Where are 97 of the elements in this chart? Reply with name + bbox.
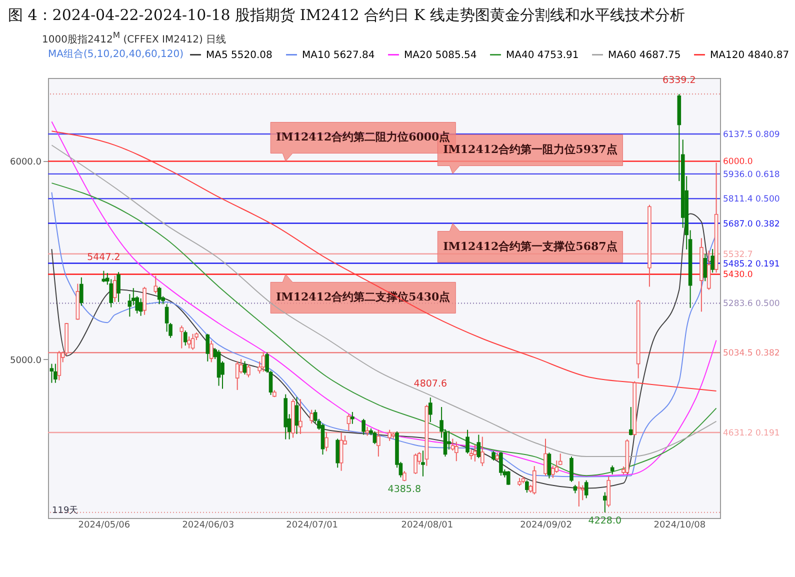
line-series	[51, 130, 717, 392]
candlestick	[362, 418, 366, 436]
x-tick-label: 2024/09/02	[520, 520, 572, 531]
candlestick	[480, 436, 484, 467]
ref-line-label: 5687.0 0.382	[723, 220, 780, 230]
ref-line-label: 5430.0	[723, 270, 753, 281]
candlestick	[206, 334, 210, 362]
candlestick	[447, 430, 451, 450]
candlestick	[628, 406, 633, 436]
candlestick	[239, 358, 243, 374]
candlestick	[376, 430, 380, 458]
ref-line-label: 6000.0	[723, 158, 753, 168]
legend-label: MA20 5085.54	[404, 50, 477, 62]
annotation: 5447.2	[87, 252, 120, 264]
ref-line-label: 5485.2 0.191	[723, 260, 780, 270]
candlestick	[350, 412, 354, 425]
annotation: IM12412合约第二阻力位6000点	[276, 131, 450, 144]
candlestick	[180, 325, 184, 350]
candlestick	[706, 250, 711, 291]
chart-subtitle: 1000股指2412$^{M}$ (CFFEX IM2412) 日线	[41, 29, 228, 46]
candlestick	[339, 432, 344, 472]
candlestick	[584, 480, 588, 500]
candlestick	[492, 451, 496, 462]
candlestick	[235, 361, 240, 391]
legend-label: MA60 4687.75	[608, 50, 681, 62]
ref-line-label: 5532.7	[723, 250, 753, 260]
candlestick	[506, 470, 510, 486]
legend-label: MA120 4840.87	[710, 50, 790, 62]
annotation: IM12412合约第一阻力位5937点	[443, 144, 618, 157]
legend-label: MA40 4753.91	[506, 50, 579, 62]
candlestick	[454, 442, 458, 462]
annotation: 6339.2	[662, 75, 696, 86]
candlestick	[320, 423, 325, 456]
annotation: 4228.0	[588, 516, 622, 527]
candlestick	[603, 492, 607, 514]
candlestick	[466, 430, 470, 454]
candlestick	[142, 286, 146, 316]
candlestick	[310, 410, 314, 424]
candlestick	[554, 460, 559, 474]
annotation: 4385.8	[388, 484, 422, 496]
candlestick	[499, 452, 503, 476]
candlestick	[294, 396, 299, 435]
candlestick	[298, 398, 302, 435]
ref-line-label: 6137.5 0.809	[723, 130, 780, 140]
candlestick	[187, 336, 191, 350]
candlestick	[703, 254, 708, 282]
legend-title: MA组合(5,10,20,40,60,120)	[48, 48, 184, 60]
ref-line-label: 4631.2 0.191	[723, 428, 780, 439]
legend-label: MA10 5627.84	[302, 50, 375, 62]
ref-line-label: 5283.6 0.500	[723, 300, 780, 310]
candlestick	[402, 470, 406, 482]
x-tick-label: 2024/08/01	[401, 520, 454, 531]
x-tick-label: 2024/05/06	[78, 520, 130, 531]
y-tick-label: 5000.0	[10, 356, 42, 366]
candlestick	[570, 456, 574, 483]
candlestick	[577, 481, 581, 508]
chart-title: 图 4：2024-04-22-2024-10-18 股指期货 IM2412 合约日 K 线走势图黄金分割线和水平线技术分析	[7, 5, 686, 26]
annotation: 4807.6	[414, 378, 448, 390]
candlestick	[710, 248, 714, 274]
candlestick	[525, 480, 529, 494]
candlestick	[324, 432, 328, 452]
candlestick	[57, 350, 62, 382]
candlestick	[421, 450, 425, 478]
x-tick-label: 2024/06/03	[182, 520, 234, 531]
candlestick	[54, 364, 58, 384]
candlestick	[116, 272, 120, 303]
candlestick	[190, 334, 195, 351]
candlestick	[112, 276, 117, 303]
candlestick	[50, 364, 54, 384]
candlestick	[476, 434, 481, 459]
candlestick	[242, 361, 247, 376]
candlestick	[388, 430, 392, 442]
candlestick	[183, 330, 188, 346]
legend-label: MA5 5520.08	[206, 50, 272, 62]
candlestick	[154, 276, 158, 294]
x-tick-label: 2024/07/01	[286, 520, 338, 531]
annotation: IM12412合约第一支撑位5687点	[443, 240, 618, 254]
candlestick	[246, 364, 250, 378]
candlestick	[157, 286, 162, 305]
candlestick	[547, 452, 552, 480]
candlestick	[138, 298, 143, 317]
annotation: 119天	[52, 505, 78, 516]
candlestick	[532, 466, 536, 496]
candlestick	[261, 352, 266, 373]
candlestick	[336, 438, 340, 468]
candlestick	[544, 438, 548, 476]
candlestick	[372, 431, 377, 445]
ref-line-label: 5034.5 0.382	[723, 348, 780, 359]
candlestick	[414, 453, 418, 475]
ref-line-label: 5811.4 0.500	[723, 194, 780, 205]
candlestick	[80, 277, 84, 307]
candlestick	[209, 340, 214, 364]
candlestick	[473, 444, 477, 462]
candlestick	[346, 414, 351, 432]
x-tick-label: 2024/10/08	[654, 520, 706, 531]
candlestick	[428, 397, 432, 423]
ref-line-label: 5936.0 0.618	[723, 170, 780, 180]
